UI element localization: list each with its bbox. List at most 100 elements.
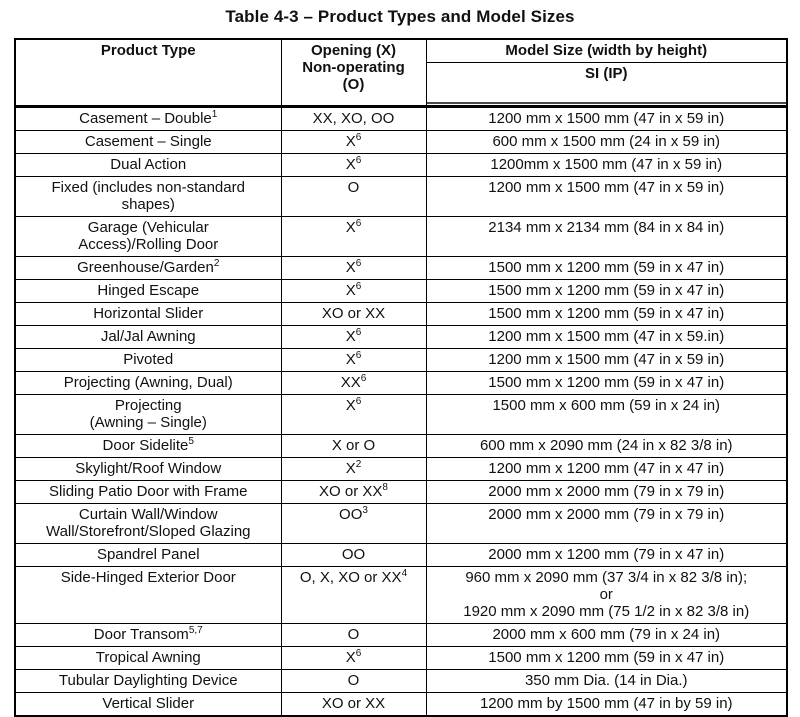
table-header: Product Type Opening (X) Non-operating (… <box>14 38 788 107</box>
table-row: Pivoted X6 1200 mm x 1500 mm (47 in x 59… <box>14 348 788 372</box>
cell-text: 1200mm x 1500 mm (47 in x 59 in) <box>490 156 723 173</box>
opening-cell: X6 <box>280 130 427 154</box>
product-type-cell: Curtain Wall/Window Wall/Storefront/Slope… <box>14 503 282 544</box>
cell-text: XO or XX <box>319 483 383 500</box>
table-row: Door Transom5,7 O 2000 mm x 600 mm (79 i… <box>14 623 788 647</box>
cell-text: 1500 mm x 1200 mm (59 in x 47 in) <box>488 259 725 276</box>
table-row: Spandrel Panel OO 2000 mm x 1200 mm (79 … <box>14 543 788 567</box>
cell-text: X <box>345 649 356 666</box>
product-type-cell: Hinged Escape <box>14 279 282 303</box>
cell-text: Door Transom <box>93 626 189 643</box>
cell-text: Door Sidelite <box>102 437 189 454</box>
cell-text: Pivoted <box>123 351 174 368</box>
model-size-cell: 2000 mm x 1200 mm (79 in x 47 in) <box>425 543 788 567</box>
opening-cell: X6 <box>280 348 427 372</box>
table-row: Tubular Daylighting Device O 350 mm Dia.… <box>14 669 788 693</box>
superscript-note: 5,7 <box>188 625 203 636</box>
superscript-note: 6 <box>355 350 362 361</box>
model-size-cell: 600 mm x 1500 mm (24 in x 59 in) <box>425 130 788 154</box>
model-size-cell: 1200 mm x 1200 mm (47 in x 47 in) <box>425 457 788 481</box>
column-header-model-size: Model Size (width by height) <box>425 38 788 63</box>
product-type-cell: Horizontal Slider <box>14 302 282 326</box>
table-row: Skylight/Roof Window X2 1200 mm x 1200 m… <box>14 457 788 481</box>
cell-text: Greenhouse/Garden <box>77 259 214 276</box>
table-row: Hinged Escape X6 1500 mm x 1200 mm (59 i… <box>14 279 788 303</box>
cell-text: 960 mm x 2090 mm (37 3/4 in x 82 3/8 in)… <box>465 569 748 586</box>
opening-cell: OO3 <box>280 503 427 544</box>
model-size-cell: 2000 mm x 2000 mm (79 in x 79 in) <box>425 503 788 544</box>
cell-text: O, X, XO or XX <box>299 569 402 586</box>
opening-cell: O <box>280 623 427 647</box>
cell-text: Tubular Daylighting Device <box>58 672 238 689</box>
cell-text: X <box>345 156 356 173</box>
cell-text: 2000 mm x 2000 mm (79 in x 79 in) <box>488 483 725 500</box>
cell-text: 1200 mm x 1200 mm (47 in x 47 in) <box>488 460 725 477</box>
model-size-cell: 1200 mm x 1500 mm (47 in x 59 in) <box>425 176 788 217</box>
model-size-cell: 1200mm x 1500 mm (47 in x 59 in) <box>425 153 788 177</box>
cell-text: 2134 mm x 2134 mm (84 in x 84 in) <box>488 219 725 236</box>
cell-text: Casement – Single <box>84 133 212 150</box>
cell-text: XX <box>340 374 361 391</box>
product-types-table: Product Type Opening (X) Non-operating (… <box>14 38 788 717</box>
model-size-cell: 2000 mm x 600 mm (79 in x 24 in) <box>425 623 788 647</box>
cell-text: X <box>345 328 356 345</box>
opening-cell: X6 <box>280 646 427 670</box>
document-page: Table 4-3 – Product Types and Model Size… <box>14 7 788 717</box>
cell-text: OO <box>341 546 366 563</box>
cell-text: X <box>345 259 356 276</box>
cell-text: Casement – Double <box>79 110 212 127</box>
product-type-cell: Skylight/Roof Window <box>14 457 282 481</box>
table-row: Door Sidelite5 X or O 600 mm x 2090 mm (… <box>14 434 788 458</box>
cell-text: Hinged Escape <box>97 282 200 299</box>
product-type-cell: Garage (Vehicular Access)/Rolling Door <box>14 216 282 257</box>
model-size-cell: 1200 mm x 1500 mm (47 in x 59 in) <box>425 348 788 372</box>
table-row: Jal/Jal Awning X6 1200 mm x 1500 mm (47 … <box>14 325 788 349</box>
table-row: Garage (Vehicular Access)/Rolling Door X6… <box>14 216 788 257</box>
opening-cell: XX6 <box>280 371 427 395</box>
opening-cell: O, X, XO or XX4 <box>280 566 427 624</box>
cell-text: Skylight/Roof Window <box>75 460 222 477</box>
cell-text: Garage (Vehicular <box>87 219 209 236</box>
product-type-cell: Jal/Jal Awning <box>14 325 282 349</box>
cell-text: (Awning – Single) <box>89 414 207 431</box>
cell-text: Dual Action <box>110 156 187 173</box>
cell-text: X or O <box>331 437 376 454</box>
cell-text: Curtain Wall/Window <box>78 506 218 523</box>
cell-text: X <box>345 282 356 299</box>
table-row: Projecting (Awning – Single) X6 1500 mm x… <box>14 394 788 435</box>
cell-text: 1200 mm x 1500 mm (47 in x 59 in) <box>488 179 725 196</box>
cell-text: Spandrel Panel <box>96 546 200 563</box>
cell-text: 350 mm Dia. (14 in Dia.) <box>524 672 688 689</box>
table-row: Dual Action X6 1200mm x 1500 mm (47 in x… <box>14 153 788 177</box>
model-size-cell: 1200 mm x 1500 mm (47 in x 59.in) <box>425 325 788 349</box>
cell-text: Side-Hinged Exterior Door <box>60 569 236 586</box>
cell-text: 2000 mm x 1200 mm (79 in x 47 in) <box>488 546 725 563</box>
table-row: Horizontal Slider XO or XX 1500 mm x 120… <box>14 302 788 326</box>
cell-text: 1500 mm x 1200 mm (59 in x 47 in) <box>488 305 725 322</box>
table-row: Side-Hinged Exterior Door O, X, XO or XX… <box>14 566 788 624</box>
product-type-cell: Door Sidelite5 <box>14 434 282 458</box>
superscript-note: 6 <box>355 327 362 338</box>
superscript-note: 5 <box>188 436 194 447</box>
table-row: Vertical Slider XO or XX 1200 mm by 1500… <box>14 692 788 717</box>
cell-text: Sliding Patio Door with Frame <box>49 483 248 500</box>
opening-cell: O <box>280 176 427 217</box>
product-type-cell: Dual Action <box>14 153 282 177</box>
product-type-cell: Sliding Patio Door with Frame <box>14 480 282 504</box>
column-header-opening: Opening (X) Non-operating (O) <box>280 38 427 107</box>
superscript-note: 1 <box>211 109 218 120</box>
model-size-cell: 1500 mm x 600 mm (59 in x 24 in) <box>425 394 788 435</box>
model-size-cell: 960 mm x 2090 mm (37 3/4 in x 82 3/8 in)… <box>425 566 788 624</box>
product-type-cell: Projecting (Awning – Single) <box>14 394 282 435</box>
cell-text: 1200 mm x 1500 mm (47 in x 59 in) <box>488 110 725 127</box>
table-row: Casement – Double1 XX, XO, OO 1200 mm x … <box>14 106 788 131</box>
superscript-note: 2 <box>213 258 220 269</box>
opening-cell: X6 <box>280 216 427 257</box>
cell-text: Jal/Jal Awning <box>100 328 196 345</box>
model-size-cell: 1500 mm x 1200 mm (59 in x 47 in) <box>425 279 788 303</box>
opening-cell: X6 <box>280 325 427 349</box>
product-type-cell: Fixed (includes non-standard shapes) <box>14 176 282 217</box>
cell-text: shapes) <box>121 196 175 213</box>
product-type-cell: Pivoted <box>14 348 282 372</box>
model-size-cell: 1200 mm x 1500 mm (47 in x 59 in) <box>425 106 788 131</box>
